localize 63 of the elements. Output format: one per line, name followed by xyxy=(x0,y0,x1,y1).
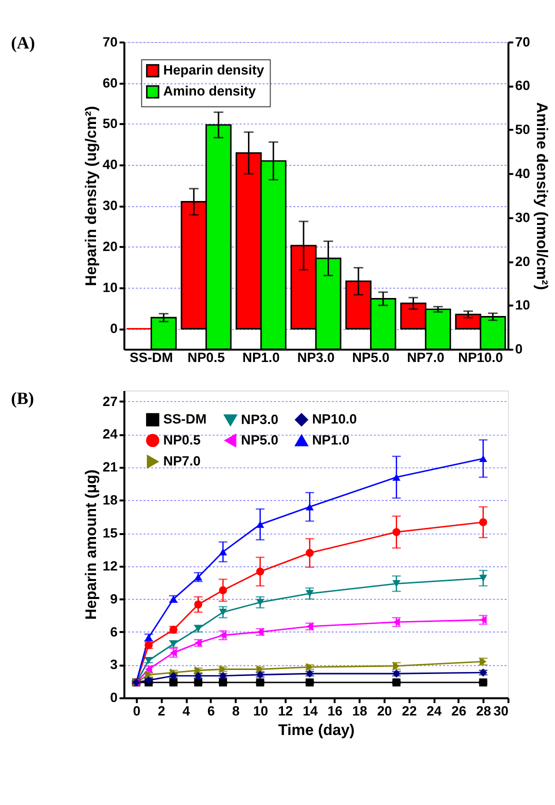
legend-label: NP10.0 xyxy=(312,412,357,427)
x-tick-label: 30 xyxy=(493,704,508,719)
legend-label: NP1.0 xyxy=(312,432,350,448)
y-tick-label: 70 xyxy=(102,34,118,50)
y-tick-label: 3 xyxy=(110,657,118,672)
y2-axis-title: Amine density (nmol/cm²) xyxy=(532,102,550,290)
chart-title: (A) xyxy=(10,34,35,53)
y-tick-label: 60 xyxy=(102,75,118,90)
chart-title: (B) xyxy=(10,388,34,408)
x-tick-label: 28 xyxy=(476,704,492,719)
legend-label: Heparin density xyxy=(163,62,265,78)
y-tick-label: 0 xyxy=(110,690,118,706)
y-tick-label: 24 xyxy=(102,426,118,442)
x-tick-label: NP10.0 xyxy=(458,350,503,366)
y-tick-label: 18 xyxy=(102,492,118,508)
x-tick-label: NP7.0 xyxy=(406,350,444,366)
y2-tick-label: 70 xyxy=(515,34,530,50)
x-tick-label: 12 xyxy=(278,704,293,719)
x-tick-label: 10 xyxy=(253,704,268,719)
x-tick-label: NP5.0 xyxy=(352,350,390,366)
y-tick-label: 20 xyxy=(102,239,118,254)
y-tick-label: 15 xyxy=(102,526,118,541)
x-tick-label: 26 xyxy=(451,704,466,719)
legend-label: NP0.5 xyxy=(163,432,202,448)
x-tick-label: 6 xyxy=(207,704,215,719)
legend-label: NP7.0 xyxy=(163,453,201,468)
legend-label: SS-DM xyxy=(163,412,207,427)
x-tick-label: 16 xyxy=(327,704,342,719)
y2-tick-label: 10 xyxy=(515,298,530,313)
y2-tick-label: 20 xyxy=(515,254,530,269)
y-tick-label: 6 xyxy=(110,624,118,640)
x-tick-label: 4 xyxy=(182,704,191,719)
legend-label: NP3.0 xyxy=(241,412,278,427)
legend-label: NP5.0 xyxy=(241,432,278,448)
x-axis-title: Time (day) xyxy=(278,722,355,739)
y-axis-title: Heparin amount (μg) xyxy=(82,470,100,620)
y-tick-label: 21 xyxy=(102,460,118,475)
x-tick-label: 24 xyxy=(426,704,442,719)
x-tick-label: NP3.0 xyxy=(297,350,335,366)
x-tick-label: SS-DM xyxy=(130,350,173,366)
x-tick-label: 20 xyxy=(377,704,392,719)
y2-tick-label: 40 xyxy=(515,166,530,181)
legend-label: Amino density xyxy=(163,84,256,99)
y-tick-label: 27 xyxy=(102,394,118,409)
y-tick-label: 0 xyxy=(110,321,118,336)
y-tick-label: 30 xyxy=(102,198,118,214)
x-tick-label: 0 xyxy=(132,704,140,719)
y-tick-label: 40 xyxy=(102,157,118,172)
y-tick-label: 10 xyxy=(102,280,118,296)
y-tick-label: 50 xyxy=(102,116,118,132)
y2-tick-label: 50 xyxy=(515,122,530,138)
y-tick-label: 9 xyxy=(110,591,118,606)
x-tick-label: NP0.5 xyxy=(187,350,226,366)
x-tick-label: 14 xyxy=(302,704,318,719)
x-tick-label: 18 xyxy=(352,704,368,719)
y-axis-title: Heparin density (ug/cm²) xyxy=(82,106,100,286)
x-tick-label: 2 xyxy=(158,704,166,719)
x-tick-label: 22 xyxy=(402,704,417,719)
y-tick-label: 12 xyxy=(102,558,118,574)
y2-tick-label: 60 xyxy=(515,78,530,94)
x-tick-label: NP1.0 xyxy=(242,350,280,366)
x-tick-label: 8 xyxy=(232,704,240,719)
y2-tick-label: 30 xyxy=(515,210,530,225)
